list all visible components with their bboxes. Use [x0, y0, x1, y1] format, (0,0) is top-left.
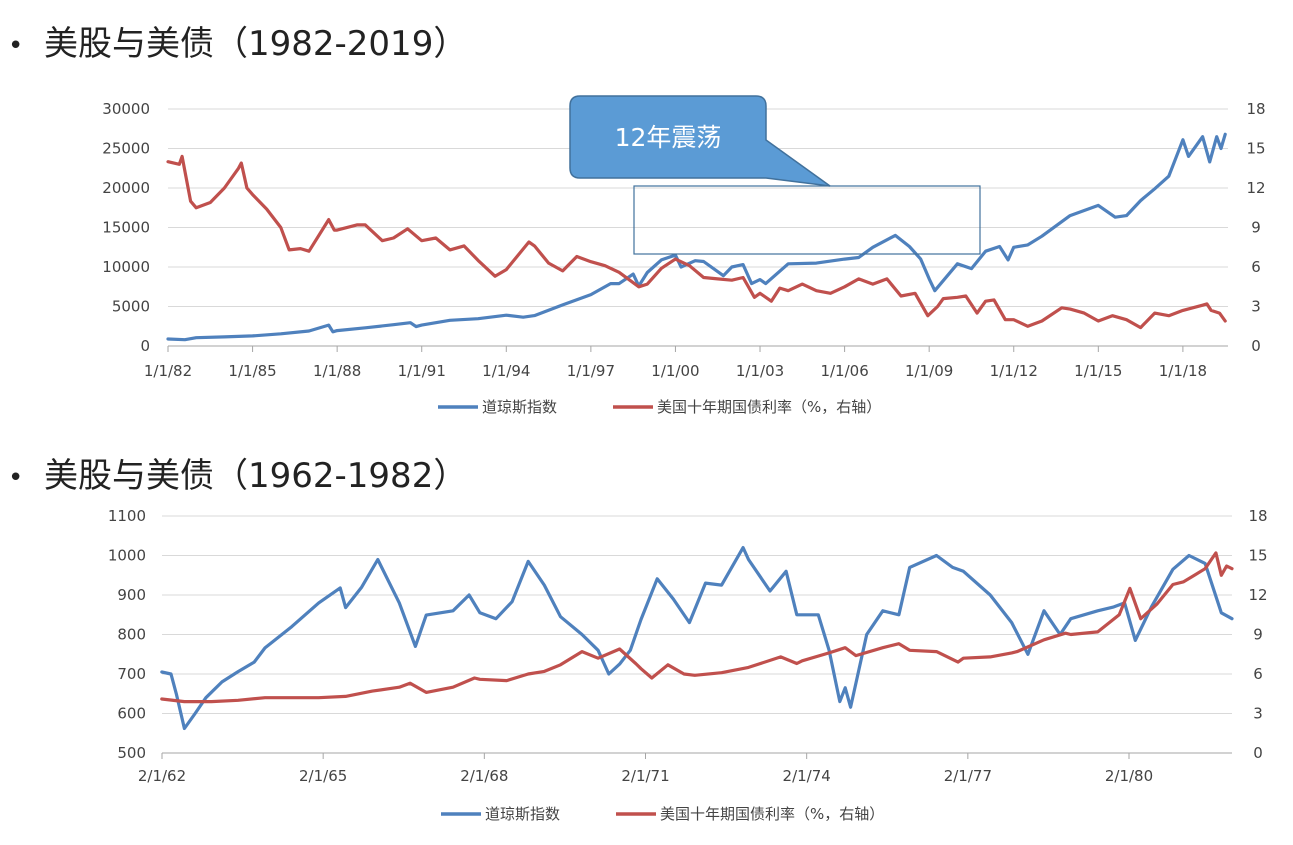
y-right-tick-label: 18 — [1246, 100, 1265, 118]
x-tick-label: 2/1/68 — [460, 767, 508, 785]
legend-label: 道琼斯指数 — [482, 398, 557, 416]
x-tick-label: 2/1/71 — [621, 767, 669, 785]
callout-text: 12年震荡 — [615, 123, 722, 152]
x-tick-label: 1/1/00 — [651, 362, 699, 380]
legend-label: 美国十年期国债利率（%，右轴） — [657, 398, 881, 416]
y-right-tick-label: 6 — [1251, 258, 1261, 276]
y-right-tick-label: 9 — [1251, 219, 1261, 237]
y-right-tick-label: 15 — [1246, 140, 1265, 158]
y-left-tick-label: 1100 — [108, 507, 146, 525]
x-tick-label: 1/1/03 — [736, 362, 784, 380]
dow-jones-line — [160, 545, 1234, 731]
legend-label: 美国十年期国债利率（%，右轴） — [660, 805, 884, 823]
chart1-heading: • 美股与美债（1982-2019） — [8, 24, 467, 66]
y-left-tick-label: 10000 — [102, 258, 150, 276]
y-left-tick-label: 900 — [117, 586, 146, 604]
y-left-tick-label: 25000 — [102, 140, 150, 158]
y-right-tick-label: 12 — [1246, 179, 1265, 197]
y-left-tick-label: 5000 — [112, 298, 150, 316]
y-right-tick-label: 9 — [1253, 626, 1263, 644]
y-left-tick-label: 15000 — [102, 219, 150, 237]
chart1-title: 美股与美债（1982-2019） — [44, 24, 468, 64]
y-right-tick-label: 3 — [1251, 298, 1261, 316]
y-right-tick-label: 18 — [1248, 507, 1267, 525]
x-tick-label: 2/1/65 — [299, 767, 347, 785]
x-tick-label: 1/1/85 — [228, 362, 276, 380]
highlight-box — [633, 185, 981, 255]
callout-bubble — [569, 95, 831, 187]
bullet-icon: • — [8, 30, 24, 61]
y-right-tick-label: 15 — [1248, 547, 1267, 565]
y-right-tick-label: 12 — [1248, 586, 1267, 604]
x-tick-label: 2/1/77 — [944, 767, 992, 785]
x-tick-label: 2/1/80 — [1105, 767, 1153, 785]
y-left-tick-label: 0 — [140, 337, 150, 355]
x-tick-label: 2/1/74 — [783, 767, 831, 785]
chart2-title: 美股与美债（1962-1982） — [44, 456, 468, 496]
y-right-tick-label: 3 — [1253, 705, 1263, 723]
x-tick-label: 1/1/94 — [482, 362, 530, 380]
x-tick-label: 1/1/18 — [1159, 362, 1207, 380]
x-tick-label: 1/1/91 — [398, 362, 446, 380]
x-tick-label: 1/1/06 — [820, 362, 868, 380]
x-tick-label: 1/1/97 — [567, 362, 615, 380]
y-left-tick-label: 20000 — [102, 179, 150, 197]
y-right-tick-label: 0 — [1253, 744, 1263, 762]
y-left-tick-label: 1000 — [108, 547, 146, 565]
y-left-tick-label: 500 — [117, 744, 146, 762]
y-left-tick-label: 30000 — [102, 100, 150, 118]
legend-label: 道琼斯指数 — [485, 805, 560, 823]
chart-1982-2019: 0 5000 10000 15000 20000 25000 30000 0 3 6 9 12 15 18… — [102, 95, 1266, 416]
treasury-yield-line — [166, 154, 1227, 330]
chart2-heading: • 美股与美债（1962-1982） — [8, 456, 467, 498]
bullet-icon: • — [8, 462, 24, 493]
x-tick-label: 1/1/15 — [1074, 362, 1122, 380]
x-tick-label: 1/1/12 — [990, 362, 1038, 380]
x-tick-label: 2/1/62 — [138, 767, 186, 785]
y-right-tick-label: 6 — [1253, 665, 1263, 683]
y-left-tick-label: 800 — [117, 626, 146, 644]
treasury-yield-line — [160, 551, 1234, 704]
x-tick-label: 1/1/09 — [905, 362, 953, 380]
x-tick-label: 1/1/82 — [144, 362, 192, 380]
y-right-tick-label: 0 — [1251, 337, 1261, 355]
dow-jones-line — [166, 132, 1227, 342]
x-tick-label: 1/1/88 — [313, 362, 361, 380]
y-left-tick-label: 600 — [117, 705, 146, 723]
y-left-tick-label: 700 — [117, 665, 146, 683]
